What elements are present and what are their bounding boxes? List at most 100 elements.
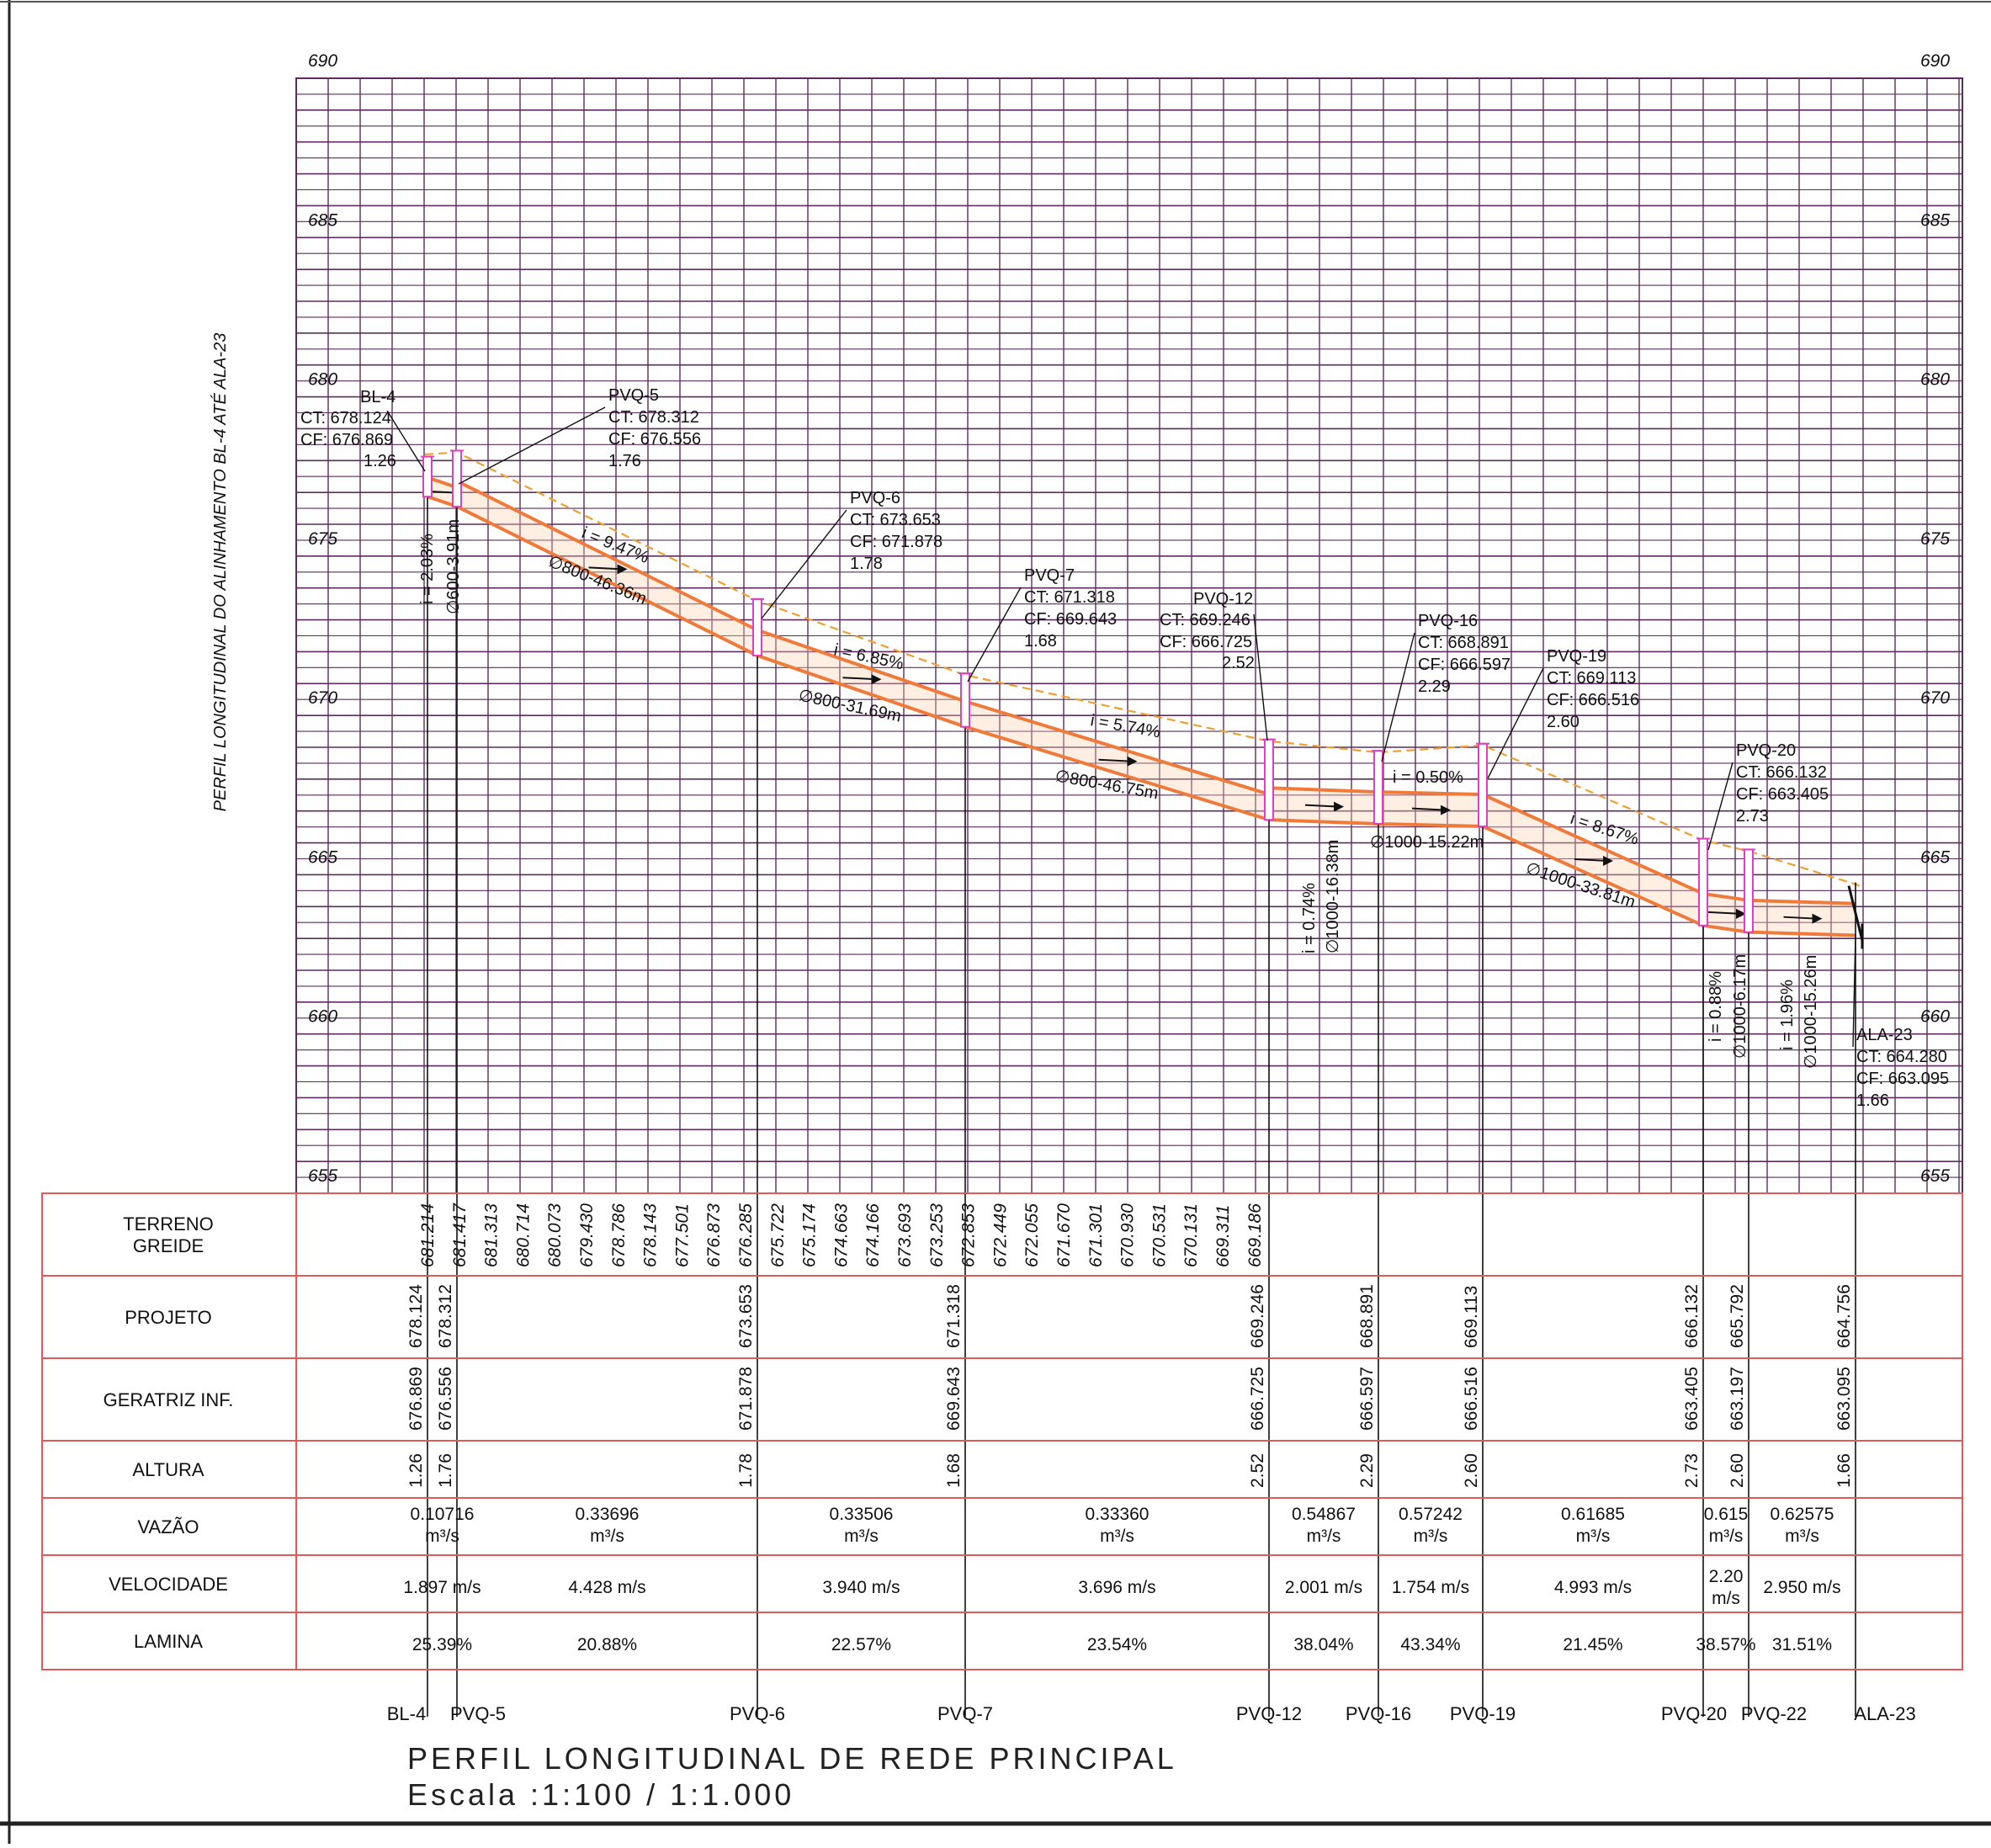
diameter-label: ∅1000-6.17m <box>1731 954 1749 1059</box>
flow-arrow-shaft <box>1304 804 1340 808</box>
diameter-label: ∅1000-15.22m <box>1370 833 1484 852</box>
callout-ct: CT: 666.132 <box>1736 763 1827 782</box>
flow-arrow-head <box>1334 801 1344 812</box>
projeto-value: 678.312 <box>436 1284 455 1348</box>
station-bottom-label: PVQ-12 <box>1236 1703 1302 1724</box>
callout-station-id: BL-4 <box>360 388 396 406</box>
callout-height: 2.52 <box>1222 654 1255 672</box>
elevation-tick-right: 675 <box>1920 529 1950 549</box>
callout-ct: CT: 669.113 <box>1547 669 1636 688</box>
vazao-unit: m³/s <box>1100 1527 1134 1546</box>
geratriz-value: 666.516 <box>1462 1367 1481 1431</box>
vazao-unit: m³/s <box>844 1527 879 1546</box>
callout-station-id: PVQ-20 <box>1736 741 1796 760</box>
callout-station-id: PVQ-7 <box>1024 566 1075 585</box>
velocidade-value: 4.428 m/s <box>568 1578 645 1597</box>
vazao-unit: m³/s <box>425 1527 459 1546</box>
manholes <box>421 449 1864 949</box>
callout-cf: CF: 666.597 <box>1418 656 1511 674</box>
elevation-tick-right: 690 <box>1920 51 1950 71</box>
vazao-value: 0.33696 <box>576 1505 640 1524</box>
station-callouts: BL-4 CT: 678.124 CF: 676.869 1.26 PVQ-5 CT: 6… <box>300 386 1949 1110</box>
callout-height: 1.26 <box>364 452 396 470</box>
terreno-value: 671.670 <box>1054 1203 1074 1267</box>
slope-label: i = 1.96% <box>1778 980 1797 1050</box>
callout-height: 1.76 <box>608 452 641 470</box>
geratriz-value: 676.869 <box>406 1367 426 1431</box>
geratriz-value: 669.643 <box>944 1367 964 1431</box>
elevation-tick-left: 665 <box>308 847 337 867</box>
diameter-label: ∅1000-16.38m <box>1324 840 1342 953</box>
elevation-tick-right: 655 <box>1920 1166 1950 1186</box>
diameter-label: ∅600-3.91m <box>444 519 463 614</box>
callout-cf: CF: 663.405 <box>1736 785 1829 804</box>
flow-arrow-head <box>1603 855 1613 866</box>
pipe-crown-line <box>1748 898 1856 905</box>
diameter-label: ∅1000-15.26m <box>1802 955 1820 1069</box>
callout-leader <box>1707 762 1733 851</box>
manhole-shaft <box>452 449 462 507</box>
altura-value: 2.73 <box>1682 1453 1702 1488</box>
terreno-value: 677.501 <box>672 1203 692 1267</box>
callout-station-id: ALA-23 <box>1856 1026 1913 1044</box>
terreno-value: 669.186 <box>1245 1203 1265 1267</box>
vazao-value: 0.62575 <box>1771 1505 1834 1524</box>
velocidade-value: 2.001 m/s <box>1285 1578 1362 1597</box>
callout-station-id: PVQ-6 <box>850 489 900 507</box>
terreno-value: 672.853 <box>959 1203 979 1267</box>
vazao-value: 0.33360 <box>1086 1505 1149 1524</box>
geratriz-value: 666.597 <box>1357 1367 1377 1431</box>
terreno-value: 681.214 <box>418 1203 438 1267</box>
geratriz-value: 666.725 <box>1248 1367 1267 1431</box>
manhole-shaft <box>1698 837 1708 927</box>
altura-value: 1.26 <box>406 1453 426 1488</box>
vazao-value: 0.10716 <box>411 1505 475 1524</box>
terreno-value: 673.253 <box>927 1203 947 1267</box>
vazao-unit: m³/s <box>1307 1527 1341 1546</box>
station-bottom-label: PVQ-22 <box>1741 1703 1807 1724</box>
vazao-unit: m³/s <box>1709 1527 1744 1546</box>
pipe-crown-line <box>1482 793 1704 895</box>
row-label-terreno: TERRENO <box>123 1213 214 1235</box>
callout-leader <box>1852 933 1856 1048</box>
velocidade-value: 4.993 m/s <box>1554 1578 1632 1597</box>
terreno-value: 681.313 <box>482 1203 502 1267</box>
projeto-value: 678.124 <box>406 1284 426 1348</box>
pipe-invert-line <box>1748 930 1856 937</box>
lamina-value: 21.45% <box>1563 1635 1622 1654</box>
terrain-layer <box>424 451 1861 887</box>
station-bottom-label: BL-4 <box>387 1703 426 1724</box>
flow-arrow-shaft <box>1574 858 1609 862</box>
geratriz-value: 663.405 <box>1682 1367 1702 1431</box>
vazao-unit: m³/s <box>590 1527 624 1546</box>
projeto-value: 671.318 <box>944 1284 964 1348</box>
vazao-value: 0.57242 <box>1399 1505 1463 1524</box>
terreno-value: 681.417 <box>450 1203 470 1267</box>
row-label-lamina: LAMINA <box>134 1631 203 1652</box>
terreno-value: 679.430 <box>577 1203 597 1267</box>
projeto-value: 666.132 <box>1682 1284 1702 1348</box>
station-bottom-label: ALA-23 <box>1854 1703 1915 1724</box>
callout-ct: CT: 673.653 <box>850 511 941 529</box>
terreno-value: 678.143 <box>641 1203 661 1267</box>
callout-leader <box>761 509 847 619</box>
terrain-line <box>424 451 1861 887</box>
callout-cf: CF: 663.095 <box>1856 1070 1949 1088</box>
pipe-invert-line <box>1268 818 1379 826</box>
terreno-value: 671.301 <box>1086 1203 1106 1267</box>
altura-value: 1.66 <box>1834 1453 1854 1488</box>
callout-cf: CF: 669.643 <box>1024 610 1117 629</box>
pipe-invert-line <box>456 505 758 657</box>
elevation-tick-right: 680 <box>1920 370 1950 390</box>
station-bottom-label: PVQ-19 <box>1450 1703 1516 1724</box>
callout-cf: CF: 666.516 <box>1547 691 1639 709</box>
flow-arrow-shaft <box>588 566 623 571</box>
pipe-invert-line <box>1482 825 1704 927</box>
flow-arrow-head <box>1736 908 1746 919</box>
altura-value: 1.78 <box>736 1453 756 1488</box>
velocidade-value: 2.950 m/s <box>1763 1578 1840 1597</box>
pipe-crown-line <box>1378 790 1484 797</box>
callout-ct: CT: 678.312 <box>608 408 699 427</box>
